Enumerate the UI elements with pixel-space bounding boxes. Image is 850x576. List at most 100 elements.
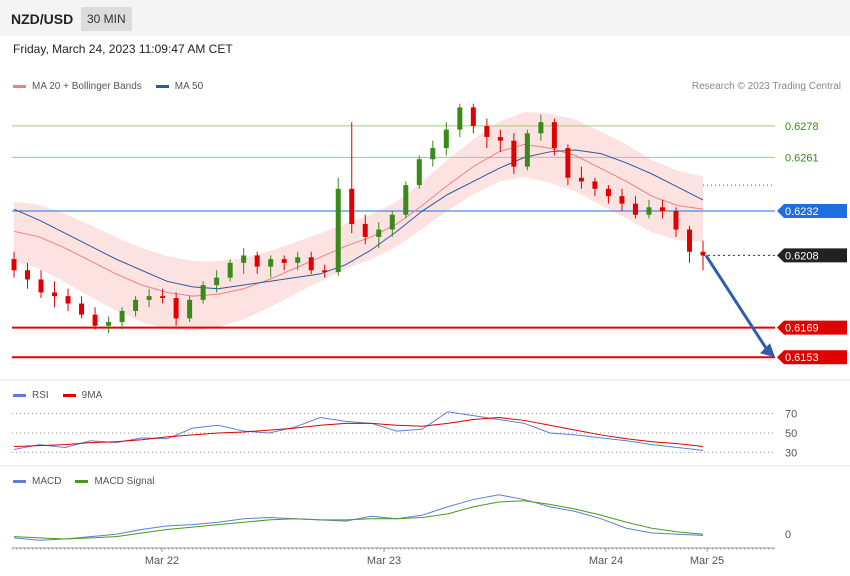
candle-body	[79, 303, 85, 315]
candle-body	[673, 211, 679, 230]
candle-body	[281, 259, 287, 263]
candle-body	[524, 133, 530, 167]
candle-body	[619, 196, 625, 204]
candle-body	[200, 285, 206, 300]
candle-body	[470, 107, 476, 126]
level-label-0.6169: 0.6169	[785, 323, 819, 335]
macd-line	[13, 494, 704, 541]
ma20-swatch	[13, 85, 26, 88]
candle-body	[511, 140, 517, 167]
candle-body	[308, 257, 314, 271]
legend-ma20: MA 20 + Bollinger Bands	[32, 81, 142, 92]
candle-body	[92, 314, 98, 326]
copyright: Research © 2023 Trading Central	[691, 81, 841, 92]
rsi-tick: 30	[785, 447, 797, 459]
candle-body	[335, 188, 341, 273]
candle-body	[173, 297, 179, 319]
candle-body	[605, 188, 611, 197]
candle-body	[592, 181, 598, 189]
candle-body	[443, 129, 449, 149]
level-label-0.6208: 0.6208	[785, 250, 819, 262]
candle-body	[646, 207, 652, 215]
level-label-0.6261: 0.6261	[785, 152, 819, 164]
ma50-swatch	[155, 85, 169, 88]
candle-body	[686, 229, 692, 252]
candle-body	[349, 188, 355, 224]
legend-ma50: MA 50	[174, 81, 204, 92]
candle-body	[389, 214, 395, 230]
candle-body	[146, 296, 152, 300]
candle-body	[214, 277, 220, 286]
candle-body	[254, 255, 260, 267]
level-tag-0.6208	[777, 248, 847, 263]
candle-body	[403, 185, 409, 215]
legend-macd-signal-label: MACD Signal	[94, 476, 155, 487]
candle-body	[659, 207, 665, 212]
rsi-swatch	[13, 394, 26, 397]
candle-body	[484, 125, 490, 138]
level-tag-0.6153	[777, 350, 847, 365]
candle-body	[362, 223, 368, 237]
timeframe-button[interactable]: 30 MIN	[81, 7, 132, 31]
x-tick-label: Mar 23	[367, 555, 401, 567]
macd-signal-line	[13, 500, 704, 540]
rsi-ma-swatch	[62, 394, 76, 397]
rsi-tick: 50	[785, 428, 797, 440]
legend-macd-label: MACD	[32, 476, 62, 487]
candle-body	[106, 322, 112, 326]
candle-body	[119, 310, 125, 323]
forecast-arrow-head	[760, 343, 775, 358]
rsi-tick: 70	[785, 409, 797, 421]
candle-body	[497, 137, 503, 141]
level-tag-0.6232	[777, 204, 847, 219]
candle-body	[632, 203, 638, 215]
candle-body	[25, 270, 31, 280]
timestamp: Friday, March 24, 2023 11:09:47 AM CET	[13, 42, 233, 56]
candle-body	[578, 177, 584, 182]
candle-body	[376, 229, 382, 237]
candle-body	[457, 107, 463, 130]
candle-body	[268, 259, 274, 267]
candle-body	[538, 122, 544, 134]
instrument-title: NZD/USD	[11, 11, 74, 27]
rsi-line	[13, 411, 704, 451]
candle-body	[322, 270, 328, 273]
candle-body	[65, 296, 71, 304]
macd-swatch	[13, 480, 26, 483]
rsi-ma-line	[13, 417, 704, 448]
macd-tick: 0	[785, 529, 791, 541]
forecast-arrow	[704, 254, 770, 353]
macd-signal-swatch	[75, 480, 89, 483]
candle-body	[52, 292, 58, 297]
level-tag-0.6169	[777, 320, 847, 335]
level-label-0.6153: 0.6153	[785, 352, 819, 364]
x-tick-label: Mar 24	[589, 555, 623, 567]
level-label-0.6278: 0.6278	[785, 121, 819, 133]
candle-body	[551, 122, 557, 149]
x-tick-label: Mar 22	[145, 555, 179, 567]
legend-rsi: RSI 9MA	[13, 390, 102, 401]
candle-body	[295, 257, 301, 263]
level-label-0.6232: 0.6232	[785, 206, 819, 218]
ma50-line	[13, 149, 704, 290]
candle-body	[565, 148, 571, 178]
candle-body	[241, 255, 247, 263]
candle-body	[11, 259, 17, 271]
legend-macd: MACD MACD Signal	[13, 476, 154, 487]
bollinger-band	[14, 112, 703, 332]
candle-body	[430, 148, 436, 160]
candle-body	[227, 262, 233, 278]
candle-body	[160, 296, 166, 298]
ma20-line	[13, 143, 704, 297]
candle-body	[38, 279, 44, 293]
candle-body	[700, 251, 706, 256]
candle-body	[133, 299, 139, 311]
legend-rsi-ma-label: 9MA	[81, 390, 103, 401]
legend-main: MA 20 + Bollinger Bands MA 50	[13, 81, 203, 92]
x-tick-label: Mar 25	[690, 555, 724, 567]
candle-body	[187, 299, 193, 319]
legend-rsi-label: RSI	[32, 390, 49, 401]
candle-body	[416, 159, 422, 186]
